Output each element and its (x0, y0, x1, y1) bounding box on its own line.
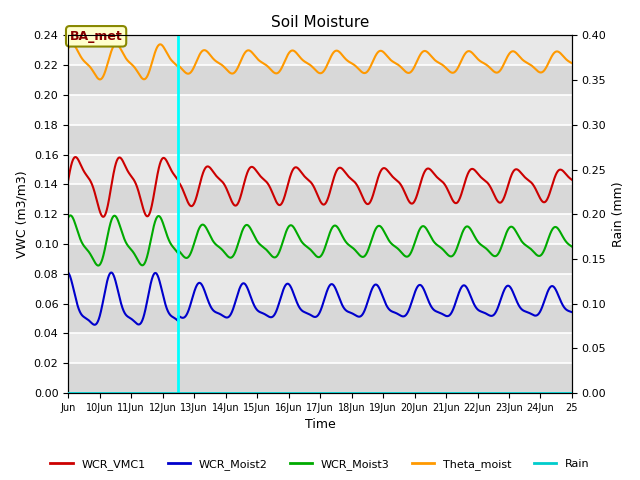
Y-axis label: VWC (m3/m3): VWC (m3/m3) (15, 170, 28, 258)
Bar (68, 125, 572, 155)
Y-axis label: Rain (mm): Rain (mm) (612, 181, 625, 247)
Bar (68, 363, 572, 393)
Title: Soil Moisture: Soil Moisture (271, 15, 369, 30)
X-axis label: Time: Time (305, 419, 335, 432)
Bar (68, 304, 572, 334)
Bar (68, 184, 572, 214)
Legend: WCR_VMC1, WCR_Moist2, WCR_Moist3, Theta_moist, Rain: WCR_VMC1, WCR_Moist2, WCR_Moist3, Theta_… (46, 455, 594, 474)
Text: BA_met: BA_met (70, 30, 122, 43)
Bar (68, 244, 572, 274)
Bar (68, 65, 572, 95)
